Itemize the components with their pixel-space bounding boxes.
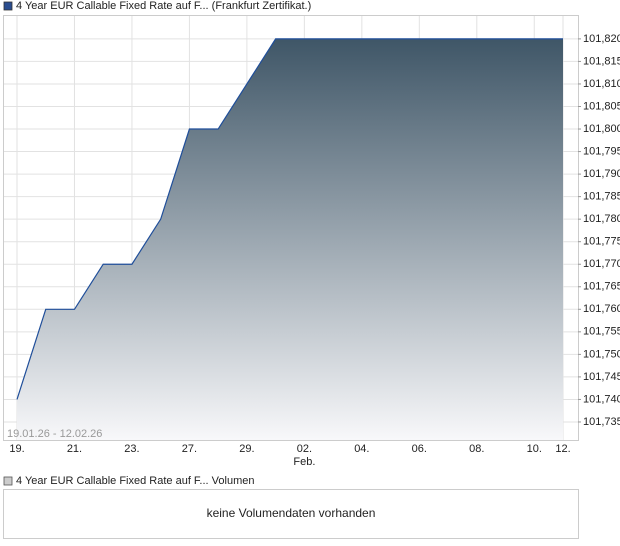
price-line <box>16 38 563 400</box>
date-range: 19.01.26 - 12.02.26 <box>7 428 102 440</box>
y-tick-label: 101,735 <box>583 416 620 428</box>
plot-frame <box>3 15 579 441</box>
y-tick-label: 101,775 <box>583 236 620 248</box>
y-tick-label: 101,755 <box>583 326 620 338</box>
x-tick-label: 08. <box>469 443 484 455</box>
volume-message: keine Volumendaten vorhanden <box>207 506 376 520</box>
x-month-label: Feb. <box>293 456 315 468</box>
y-tick-label: 101,740 <box>583 393 620 405</box>
area-fill <box>17 38 563 440</box>
x-tick-label: 06. <box>412 443 427 455</box>
y-tick-label: 101,790 <box>583 168 620 180</box>
y-tick-label: 101,800 <box>583 123 620 135</box>
y-tick-label: 101,760 <box>583 303 620 315</box>
volume-legend: 4 Year EUR Callable Fixed Rate auf F... … <box>16 475 254 487</box>
chart-title: 4 Year EUR Callable Fixed Rate auf F... … <box>16 0 311 12</box>
x-tick-label: 21. <box>67 443 82 455</box>
y-tick-label: 101,820 <box>583 33 620 45</box>
x-tick-label: 27. <box>182 443 197 455</box>
y-tick-label: 101,805 <box>583 100 620 112</box>
x-tick-label: 02. <box>297 443 312 455</box>
y-tick-label: 101,795 <box>583 145 620 157</box>
y-tick-label: 101,815 <box>583 55 620 67</box>
y-tick-label: 101,750 <box>583 348 620 360</box>
y-tick-label: 101,780 <box>583 213 620 225</box>
y-tick-label: 101,810 <box>583 78 620 90</box>
y-tick-label: 101,770 <box>583 258 620 270</box>
x-tick-label: 29. <box>239 443 254 455</box>
y-tick-label: 101,745 <box>583 371 620 383</box>
volume-legend-icon <box>3 476 13 486</box>
x-tick-label: 23. <box>124 443 139 455</box>
x-tick-label: 04. <box>354 443 369 455</box>
legend-icon <box>3 1 13 11</box>
y-tick-label: 101,785 <box>583 191 620 203</box>
x-tick-label: 10. <box>527 443 542 455</box>
x-tick-label: 19. <box>9 443 24 455</box>
x-tick-label: 12. <box>555 443 570 455</box>
y-tick-label: 101,765 <box>583 281 620 293</box>
volume-frame <box>3 489 579 539</box>
